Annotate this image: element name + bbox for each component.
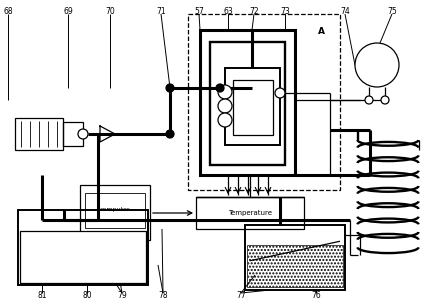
Circle shape [216,84,224,92]
Bar [245,225,345,290]
Text: 57: 57 [194,7,204,16]
Circle shape [365,96,373,104]
Circle shape [218,113,232,127]
Text: 77: 77 [236,291,246,300]
Circle shape [381,96,389,104]
Circle shape [218,85,232,99]
Text: 73: 73 [280,7,290,16]
Text: A: A [318,27,325,36]
Text: 79: 79 [117,291,127,300]
Circle shape [166,130,174,138]
Bar [233,80,273,135]
Bar [15,118,63,150]
Text: 63: 63 [223,7,233,16]
Text: Temperature: Temperature [228,210,272,216]
Text: 71: 71 [156,7,166,16]
Bar [210,42,285,165]
Bar [247,244,343,287]
Bar [20,231,146,283]
Circle shape [166,84,174,92]
Text: 80: 80 [82,291,92,300]
Text: 78: 78 [158,291,168,300]
Text: 72: 72 [249,7,259,16]
Text: 75: 75 [387,7,397,16]
Bar [63,122,83,146]
Bar [18,210,148,285]
Text: 74: 74 [340,7,350,16]
Circle shape [78,129,88,139]
Bar [20,231,146,283]
Circle shape [218,99,232,113]
Text: computer: computer [100,207,130,212]
Bar [200,30,295,175]
Text: 68: 68 [3,7,13,16]
Text: 81: 81 [37,291,47,300]
Bar [85,193,145,228]
Bar [196,197,304,229]
Bar [188,14,340,190]
Text: 70: 70 [105,7,115,16]
Text: 76: 76 [311,291,321,300]
Bar [225,68,280,145]
Text: 69: 69 [63,7,73,16]
Circle shape [355,43,399,87]
Circle shape [275,88,285,98]
Bar [80,185,150,240]
